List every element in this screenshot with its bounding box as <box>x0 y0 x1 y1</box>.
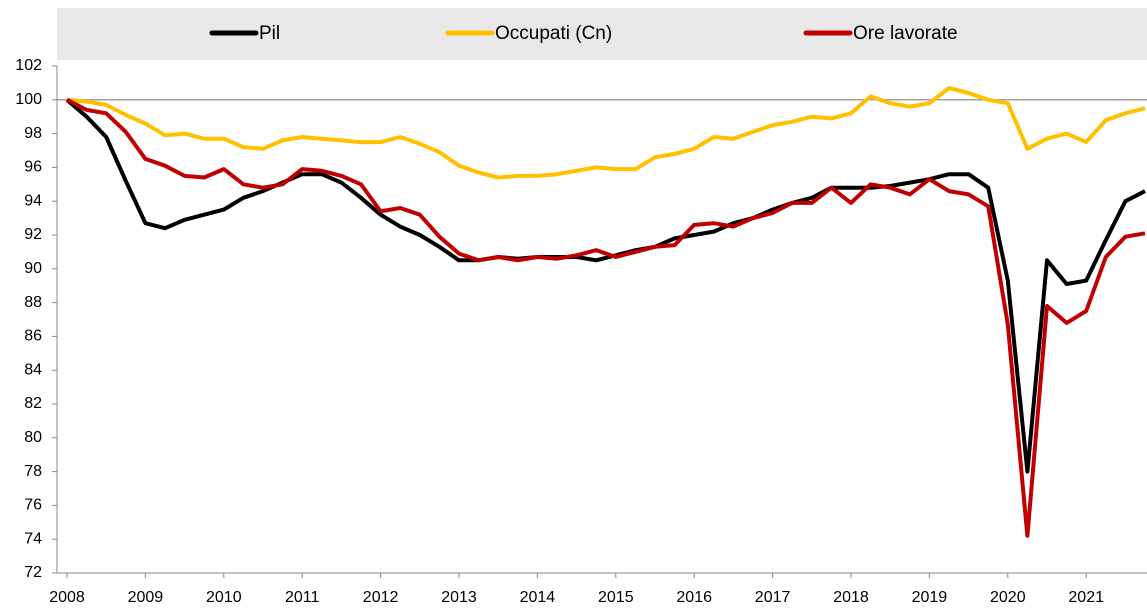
y-tick-label: 92 <box>24 226 42 243</box>
x-tick-label: 2017 <box>755 589 791 606</box>
x-tick-label: 2019 <box>912 589 948 606</box>
x-tick-label: 2013 <box>441 589 477 606</box>
x-tick-label: 2021 <box>1068 589 1104 606</box>
y-tick-label: 80 <box>24 429 42 446</box>
y-tick-label: 90 <box>24 260 42 277</box>
y-tick-label: 74 <box>24 530 42 547</box>
y-tick-label: 100 <box>15 91 42 108</box>
x-tick-label: 2016 <box>676 589 712 606</box>
legend-label: Occupati (Cn) <box>495 23 612 44</box>
legend-label: Pil <box>259 23 280 44</box>
series-line <box>65 98 1146 474</box>
legend-label: Ore lavorate <box>853 23 958 44</box>
x-tick-label: 2020 <box>990 589 1026 606</box>
y-tick-label: 84 <box>24 361 42 378</box>
x-tick-label: 2015 <box>598 589 634 606</box>
y-tick-label: 102 <box>15 57 42 74</box>
x-tick-label: 2010 <box>206 589 242 606</box>
x-tick-label: 2008 <box>49 589 85 606</box>
series-line <box>66 98 1146 538</box>
x-tick-label: 2009 <box>128 589 164 606</box>
x-tick-label: 2018 <box>833 589 869 606</box>
y-tick-label: 82 <box>24 395 42 412</box>
series-line <box>66 86 1146 180</box>
y-tick-label: 86 <box>24 328 42 345</box>
x-tick-label: 2011 <box>285 589 320 606</box>
y-tick-label: 72 <box>24 564 42 581</box>
y-tick-label: 76 <box>24 497 42 514</box>
x-tick-label: 2014 <box>520 589 556 606</box>
y-tick-label: 88 <box>24 294 42 311</box>
y-tick-label: 78 <box>24 463 42 480</box>
y-tick-label: 94 <box>24 192 42 209</box>
y-tick-label: 96 <box>24 159 42 176</box>
x-tick-label: 2012 <box>363 589 399 606</box>
y-tick-label: 98 <box>24 125 42 142</box>
